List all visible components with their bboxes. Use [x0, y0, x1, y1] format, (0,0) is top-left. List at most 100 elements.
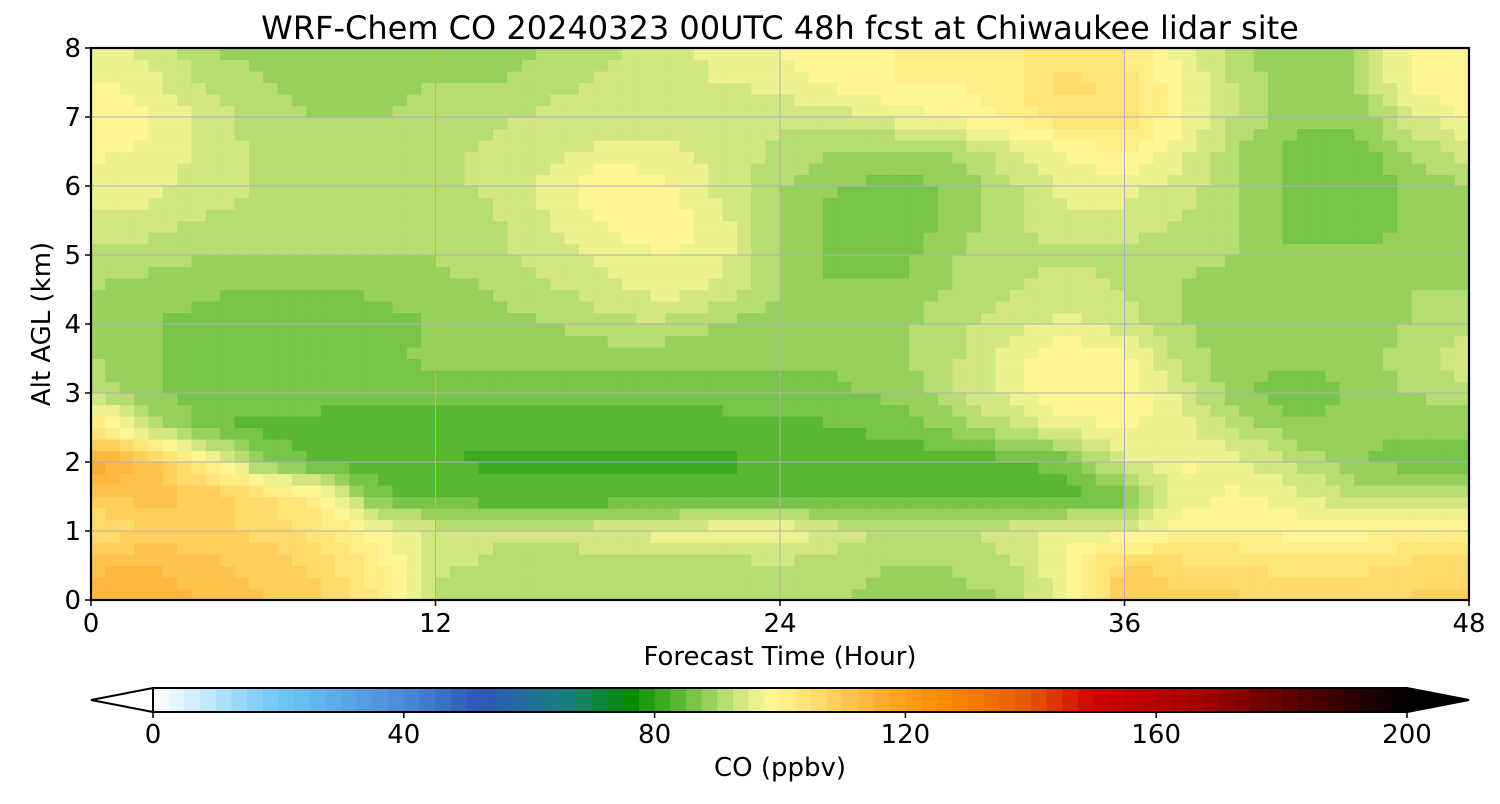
heatmap-cell	[1038, 508, 1054, 521]
heatmap-cell	[335, 140, 350, 153]
heatmap-cell	[1038, 531, 1054, 544]
colorbar-bin	[184, 688, 201, 712]
heatmap-cell	[1067, 393, 1083, 406]
heatmap-cell	[162, 278, 178, 291]
heatmap-cell	[1009, 508, 1025, 521]
heatmap-cell	[91, 94, 106, 107]
heatmap-cell	[492, 312, 508, 325]
heatmap-cell	[1411, 588, 1427, 600]
heatmap-cell	[320, 588, 336, 600]
heatmap-cell	[1138, 370, 1154, 383]
heatmap-cell	[650, 174, 666, 187]
heatmap-cell	[636, 82, 652, 95]
heatmap-cell	[923, 48, 939, 61]
heatmap-cell	[1024, 117, 1039, 130]
heatmap-cell	[1296, 450, 1312, 463]
heatmap-cell	[1167, 59, 1183, 72]
heatmap-cell	[1167, 450, 1183, 463]
heatmap-cell	[866, 266, 882, 279]
heatmap-cell	[1067, 496, 1083, 509]
heatmap-cell	[449, 232, 465, 245]
heatmap-cell	[119, 554, 135, 567]
heatmap-cell	[1454, 186, 1469, 199]
heatmap-cell	[1095, 117, 1111, 130]
heatmap-cell	[1454, 59, 1469, 72]
heatmap-cell	[421, 531, 437, 544]
heatmap-cell	[1339, 324, 1355, 337]
heatmap-cell	[205, 174, 221, 187]
heatmap-cell	[1253, 232, 1269, 245]
heatmap-cell	[521, 174, 537, 187]
heatmap-cell	[780, 473, 795, 486]
heatmap-cell	[507, 105, 523, 118]
heatmap-cell	[277, 588, 293, 600]
heatmap-cell	[636, 404, 652, 417]
colorbar-bin	[1312, 688, 1330, 712]
heatmap-cell	[693, 542, 709, 555]
heatmap-cell	[1167, 439, 1183, 452]
heatmap-cell	[1425, 128, 1441, 141]
heatmap-cell	[205, 588, 221, 600]
heatmap-cell	[234, 370, 250, 383]
heatmap-cell	[564, 197, 580, 210]
heatmap-cell	[1296, 554, 1312, 567]
heatmap-cell	[780, 485, 795, 498]
heatmap-cell	[722, 358, 738, 371]
heatmap-cell	[306, 588, 322, 600]
heatmap-cell	[1368, 82, 1384, 95]
heatmap-cell	[220, 151, 236, 164]
heatmap-cell	[1110, 439, 1126, 452]
colorbar-bin	[1140, 688, 1157, 712]
heatmap-cell	[1138, 335, 1154, 348]
colorbar-bin	[748, 688, 765, 712]
heatmap-cell	[636, 255, 652, 268]
heatmap-cell	[1239, 82, 1255, 95]
heatmap-cell	[636, 358, 652, 371]
heatmap-cell	[1268, 48, 1283, 61]
heatmap-cell	[392, 71, 408, 84]
heatmap-cell	[162, 209, 178, 222]
heatmap-cell	[607, 289, 623, 302]
heatmap-cell	[650, 416, 666, 429]
heatmap-cell	[1095, 312, 1111, 325]
heatmap-cell	[665, 243, 681, 256]
heatmap-cell	[980, 404, 996, 417]
heatmap-cell	[1067, 301, 1083, 314]
heatmap-cell	[478, 542, 494, 555]
heatmap-cell	[1009, 59, 1025, 72]
heatmap-cell	[148, 335, 164, 348]
heatmap-cell	[866, 232, 882, 245]
heatmap-cell	[1440, 381, 1456, 394]
heatmap-cell	[1138, 324, 1154, 337]
heatmap-cell	[1296, 151, 1312, 164]
heatmap-cell	[1368, 232, 1384, 245]
heatmap-cell	[535, 508, 551, 521]
heatmap-cell	[162, 289, 178, 302]
heatmap-cell	[1081, 496, 1097, 509]
heatmap-cell	[220, 71, 236, 84]
heatmap-cell	[248, 496, 264, 509]
heatmap-cell	[1354, 117, 1370, 130]
heatmap-cell	[1181, 243, 1197, 256]
heatmap-cell	[607, 174, 623, 187]
heatmap-cell	[449, 347, 465, 360]
heatmap-cell	[1052, 358, 1068, 371]
heatmap-cell	[349, 450, 365, 463]
heatmap-cell	[1052, 347, 1068, 360]
heatmap-cell	[1325, 416, 1341, 429]
heatmap-cell	[521, 485, 537, 498]
heatmap-cell	[392, 59, 408, 72]
heatmap-cell	[1024, 140, 1039, 153]
heatmap-cell	[320, 370, 336, 383]
heatmap-cell	[1296, 531, 1312, 544]
heatmap-cell	[277, 289, 293, 302]
heatmap-cell	[937, 381, 953, 394]
heatmap-cell	[937, 105, 953, 118]
heatmap-cell	[277, 82, 293, 95]
heatmap-cell	[550, 427, 566, 440]
heatmap-cell	[722, 220, 738, 233]
heatmap-cell	[1239, 542, 1255, 555]
heatmap-cell	[263, 531, 279, 544]
heatmap-cell	[1052, 404, 1068, 417]
heatmap-cell	[478, 220, 494, 233]
